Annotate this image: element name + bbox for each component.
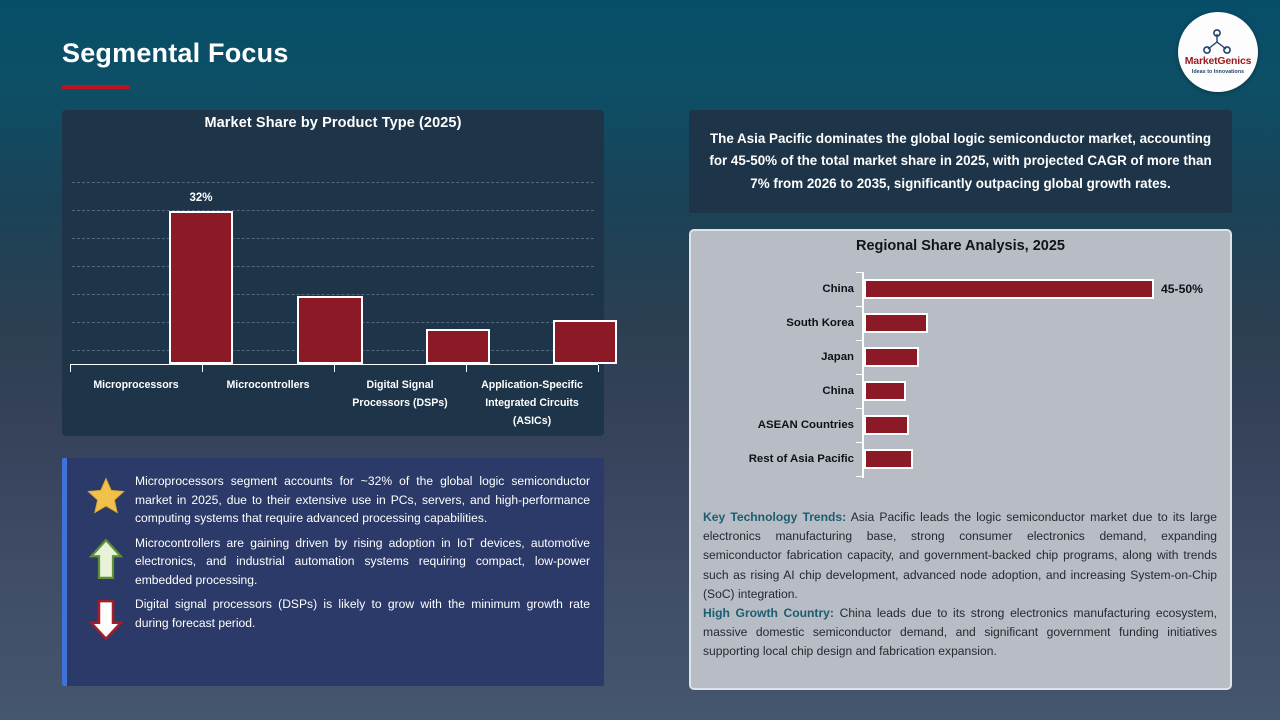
hbar-label-asean: ASEAN Countries xyxy=(757,419,854,431)
bar-microcontrollers xyxy=(297,296,363,364)
network-nodes-icon xyxy=(1203,29,1231,55)
hbar-row-china-second: China xyxy=(691,380,1230,402)
regional-share-panel: Regional Share Analysis, 2025 China 45-5… xyxy=(689,229,1232,690)
insight-text-dsps: Digital signal processors (DSPs) is like… xyxy=(135,597,590,630)
x-label-asics: Application-Specific Integrated Circuits… xyxy=(481,379,583,427)
hbar-row-china-top: China 45-50% xyxy=(691,278,1230,300)
hbar-label-china-top: China xyxy=(822,283,854,295)
chart-title-product-type: Market Share by Product Type (2025) xyxy=(204,115,462,131)
x-label-microcontrollers: Microcontrollers xyxy=(226,379,310,391)
trends-section: Key Technology Trends: Asia Pacific lead… xyxy=(691,508,1230,662)
asia-pacific-callout: The Asia Pacific dominates the global lo… xyxy=(689,110,1232,213)
insight-text-microprocessors: Microprocessors segment accounts for ~32… xyxy=(135,474,590,525)
product-type-chart-panel: Market Share by Product Type (2025) 32% … xyxy=(62,110,617,436)
hbar-label-japan: Japan xyxy=(821,351,854,363)
hbar-row-asean: ASEAN Countries xyxy=(691,414,1230,436)
hbar-rest-asia-pacific xyxy=(864,449,913,469)
insight-text-microcontrollers: Microcontrollers are gaining driven by r… xyxy=(135,535,590,587)
logo-tagline: Ideas to Innovations xyxy=(1191,68,1245,75)
insight-item-microcontrollers: Microcontrollers are gaining driven by r… xyxy=(77,534,592,590)
hbar-row-japan: Japan xyxy=(691,346,1230,368)
regional-share-plot-area: China 45-50% South Korea Japan China ASE… xyxy=(691,264,1230,489)
hbar-china-top xyxy=(864,279,1154,299)
bar-value-microprocessors: 32% xyxy=(189,192,213,204)
y-axis-line xyxy=(862,272,864,478)
hbar-asean xyxy=(864,415,909,435)
hbar-label-rest-asia-pacific: Rest of Asia Pacific xyxy=(748,453,854,465)
logo-name: MarketGenics xyxy=(1184,55,1252,68)
bar-microprocessors xyxy=(169,211,233,364)
x-label-dsps: Digital Signal Processors (DSPs) xyxy=(352,379,448,409)
x-axis-line xyxy=(70,364,598,365)
trend-heading-high-growth: High Growth Country: xyxy=(703,606,834,621)
bar-asics xyxy=(553,320,617,364)
company-logo: MarketGenics Ideas to Innovations xyxy=(1178,12,1258,92)
hbar-value-china-top: 45-50% xyxy=(1161,282,1204,296)
trend-high-growth-country: High Growth Country: China leads due to … xyxy=(703,604,1217,662)
chart-title-regional-share: Regional Share Analysis, 2025 xyxy=(855,238,1065,254)
callout-text: The Asia Pacific dominates the global lo… xyxy=(709,130,1212,191)
trend-key-technology: Key Technology Trends: Asia Pacific lead… xyxy=(703,508,1217,604)
arrow-up-icon xyxy=(77,534,135,580)
hbar-label-china-second: China xyxy=(822,385,854,397)
hbar-row-rest-asia-pacific: Rest of Asia Pacific xyxy=(691,448,1230,470)
insight-item-microprocessors: Microprocessors segment accounts for ~32… xyxy=(77,472,592,528)
arrow-down-icon xyxy=(77,595,135,641)
x-label-microprocessors: Microprocessors xyxy=(93,379,179,391)
page-title: Segmental Focus xyxy=(62,38,289,68)
hbar-label-south-korea: South Korea xyxy=(786,317,854,329)
product-type-plot-area: 32% Microprocessors Microcontrollers Dig… xyxy=(62,144,617,436)
trend-body-key-technology: Asia Pacific leads the logic semiconduct… xyxy=(703,510,1218,601)
hbar-japan xyxy=(864,347,919,367)
insights-box: Microprocessors segment accounts for ~32… xyxy=(62,458,604,686)
hbar-china-second xyxy=(864,381,906,401)
trend-heading-key-technology: Key Technology Trends: xyxy=(703,510,847,524)
star-icon xyxy=(77,472,135,516)
bar-dsps xyxy=(426,329,490,364)
insight-item-dsps: Digital signal processors (DSPs) is like… xyxy=(77,595,592,641)
hbar-row-south-korea: South Korea xyxy=(691,312,1230,334)
trend-body-high-growth: China leads due to its strong electronic… xyxy=(703,606,1218,659)
title-underline-rule xyxy=(62,85,130,89)
hbar-south-korea xyxy=(864,313,928,333)
